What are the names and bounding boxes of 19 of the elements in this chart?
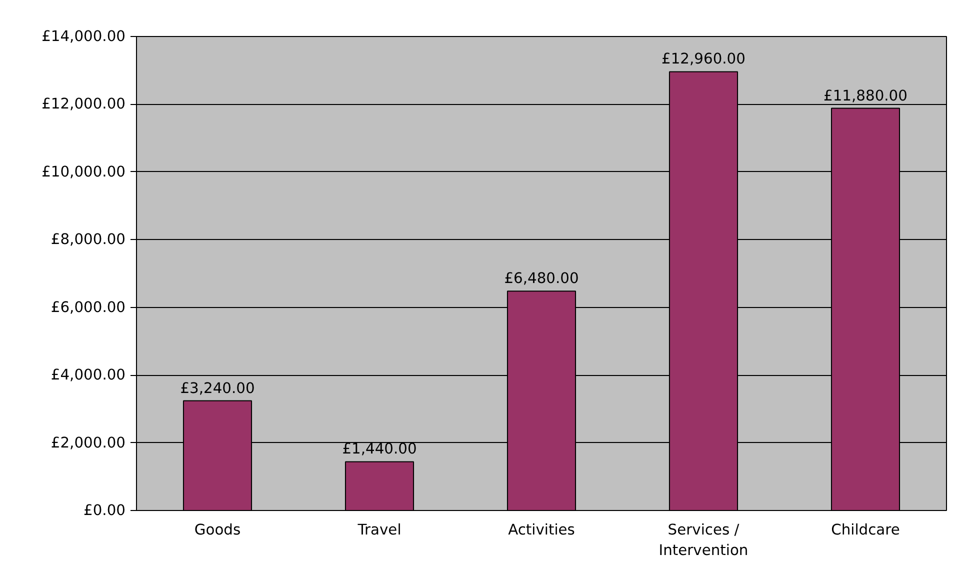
x-tick-label: Services / Intervention	[658, 522, 748, 559]
y-tick-label: £4,000.00	[50, 366, 126, 384]
y-tick-label: £14,000.00	[42, 28, 126, 45]
x-tick-label: Travel	[356, 522, 402, 538]
bar	[344, 461, 414, 510]
data-label: £11,880.00	[824, 87, 908, 104]
y-tick-label: £8,000.00	[50, 231, 126, 248]
y-tick-label: £0.00	[84, 502, 126, 519]
data-label: £6,480.00	[504, 270, 579, 288]
y-tick-label: £2,000.00	[50, 434, 126, 452]
y-tick-label: £6,000.00	[50, 298, 126, 316]
data-label: £1,440.00	[342, 440, 417, 458]
y-tick-label: £12,000.00	[42, 96, 126, 113]
data-label: £3,240.00	[180, 380, 255, 397]
x-tick-label: Activities	[508, 522, 575, 538]
x-tick-label: Childcare	[831, 522, 900, 538]
y-tick-label: £10,000.00	[42, 163, 126, 180]
x-tick-label: Goods	[194, 522, 241, 538]
data-label: £12,960.00	[662, 50, 746, 68]
